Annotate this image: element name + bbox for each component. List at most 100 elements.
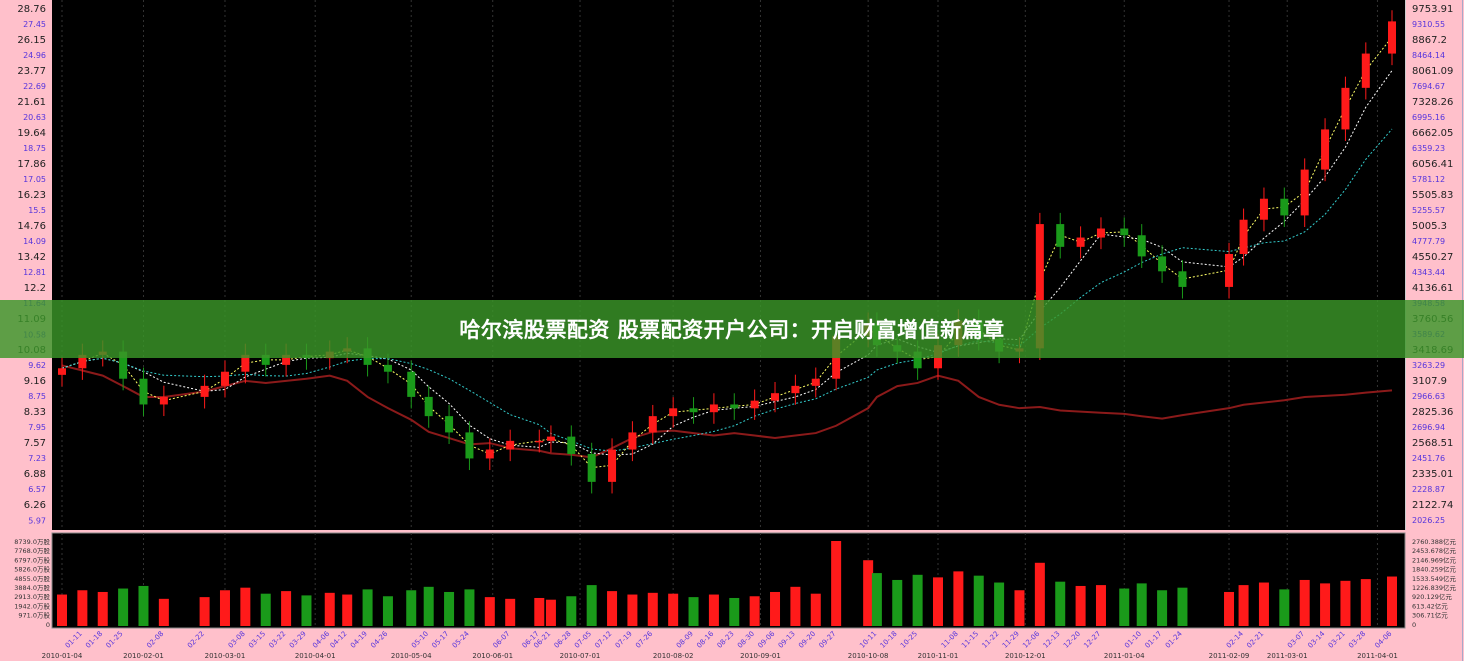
- candle-body: [1076, 237, 1085, 247]
- index-tick-label: 2696.94: [1412, 423, 1445, 432]
- candle-body: [1321, 129, 1330, 170]
- candle-body: [669, 408, 678, 417]
- volume-bar: [932, 577, 943, 626]
- price-tick-label: 26.15: [17, 35, 46, 46]
- candle-body: [1361, 53, 1370, 88]
- candle-body: [159, 396, 168, 405]
- volume-bar: [688, 597, 699, 626]
- volume-tick-label: 1942.0万股: [14, 602, 50, 610]
- index-tick-label: 6662.05: [1412, 128, 1453, 139]
- candle-body: [1239, 219, 1248, 254]
- index-tick-label: 2451.76: [1412, 454, 1445, 463]
- volume-bar: [1238, 585, 1249, 626]
- amount-tick-label: 920.129亿元: [1412, 592, 1452, 601]
- date-tick-label: 2010-07-01: [560, 652, 601, 660]
- candle-body: [587, 453, 596, 482]
- index-tick-label: 6056.41: [1412, 159, 1453, 170]
- volume-bar: [1360, 579, 1371, 626]
- volume-tick-label: 6797.0万股: [14, 556, 50, 564]
- price-tick-label: 9.62: [28, 361, 46, 370]
- date-tick-label: 07-12: [593, 630, 613, 650]
- volume-bar: [545, 599, 556, 626]
- price-tick-label: 14.76: [17, 221, 46, 232]
- price-tick-label: 8.75: [28, 392, 46, 401]
- volume-bar: [1095, 585, 1106, 626]
- promo-banner: 哈尔滨股票配资 股票配资开户公司：开启财富增值新篇章: [0, 300, 1464, 358]
- date-tick-label: 04-19: [349, 630, 369, 650]
- candle-body: [220, 371, 229, 386]
- price-tick-label: 18.75: [23, 144, 46, 153]
- volume-bar: [342, 594, 353, 626]
- candle-body: [628, 432, 637, 450]
- candle-body: [139, 378, 148, 405]
- date-tick-label: 2010-12-01: [1005, 652, 1046, 660]
- date-tick-label: 2011-04-01: [1357, 652, 1398, 660]
- candle-body: [771, 393, 780, 401]
- candle-body: [407, 371, 416, 397]
- price-tick-label: 24.96: [23, 51, 46, 60]
- date-tick-label: 03-28: [1347, 630, 1367, 650]
- date-tick-label: 05-24: [451, 629, 471, 649]
- volume-bar: [97, 591, 108, 626]
- candle-body: [241, 354, 250, 372]
- date-tick-label: 2010-08-02: [653, 652, 694, 660]
- index-tick-label: 3263.29: [1412, 361, 1445, 370]
- volume-bar: [770, 591, 781, 626]
- date-tick-label: 2010-04-01: [295, 652, 336, 660]
- volume-bar: [708, 594, 719, 626]
- candle-body: [200, 385, 209, 397]
- index-tick-label: 5255.57: [1412, 206, 1445, 215]
- date-tick-label: 02-22: [186, 630, 206, 650]
- price-tick-label: 7.23: [28, 454, 46, 463]
- volume-bar: [382, 596, 393, 626]
- index-tick-label: 8061.09: [1412, 66, 1453, 77]
- date-tick-label: 09-13: [777, 630, 797, 650]
- date-tick-label: 10-11: [858, 630, 878, 650]
- price-tick-label: 15.5: [28, 206, 46, 215]
- date-tick-label: 03-21: [1327, 630, 1347, 650]
- index-tick-label: 4136.61: [1412, 283, 1453, 294]
- volume-bar: [77, 590, 88, 626]
- index-tick-label: 4343.44: [1412, 268, 1445, 277]
- volume-bar: [749, 596, 760, 626]
- candle-body: [465, 432, 474, 459]
- candle-body: [791, 385, 800, 394]
- date-tick-label: 11-29: [1001, 630, 1021, 650]
- date-tick-label: 03-15: [247, 630, 267, 650]
- price-tick-label: 27.45: [23, 20, 46, 29]
- volume-bar: [199, 597, 210, 626]
- volume-bar: [627, 594, 638, 626]
- candle-body: [58, 368, 66, 375]
- volume-bar: [1258, 582, 1269, 626]
- candle-body: [119, 351, 128, 379]
- price-tick-label: 6.88: [24, 469, 46, 480]
- date-tick-label: 10-25: [899, 630, 919, 650]
- amount-tick-label: 1533.549亿元: [1412, 574, 1457, 583]
- index-tick-label: 2335.01: [1412, 469, 1453, 480]
- date-tick-label: 01-25: [104, 630, 124, 650]
- candle-body: [546, 436, 555, 441]
- volume-bar: [1279, 589, 1290, 626]
- price-tick-label: 17.86: [17, 159, 46, 170]
- volume-tick-label: 4855.0万股: [14, 575, 50, 583]
- volume-bar: [1136, 583, 1147, 626]
- candle-body: [1035, 224, 1044, 349]
- date-tick-label: 03-22: [267, 630, 287, 650]
- index-series-line: [61, 364, 1393, 459]
- volume-bar: [1014, 590, 1025, 626]
- date-tick-label: 03-14: [1306, 629, 1326, 649]
- volume-bar: [586, 585, 597, 626]
- date-tick-label: 06-07: [492, 630, 512, 650]
- index-tick-label: 4777.79: [1412, 237, 1445, 246]
- date-tick-label: 2010-02-01: [123, 652, 164, 660]
- date-tick-label: 2011-02-09: [1209, 652, 1250, 660]
- index-tick-label: 3107.9: [1412, 376, 1447, 387]
- candle-body: [485, 449, 494, 459]
- volume-bar: [464, 589, 475, 626]
- volume-bar: [301, 595, 312, 626]
- price-tick-label: 6.57: [28, 485, 46, 494]
- index-tick-label: 7694.67: [1412, 82, 1445, 91]
- amount-tick-label: 1226.839亿元: [1412, 583, 1457, 592]
- date-tick-label: 07-26: [634, 629, 654, 649]
